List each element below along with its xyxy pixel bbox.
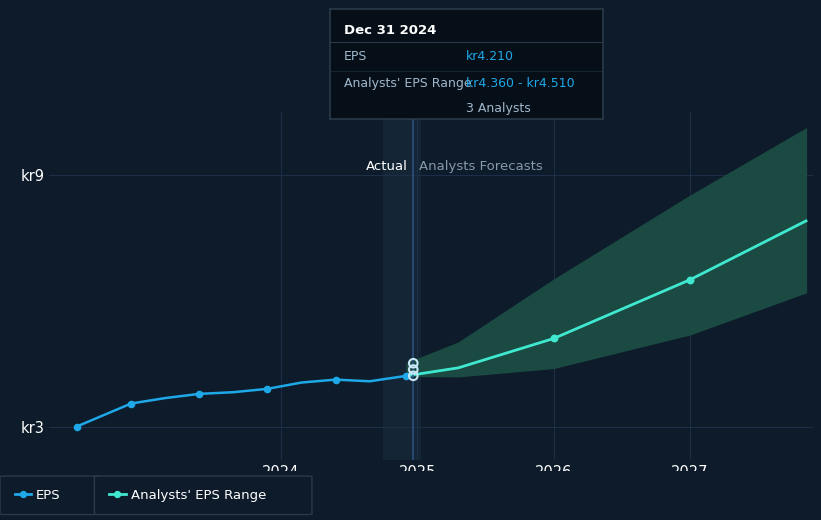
Point <box>111 490 124 499</box>
Point <box>406 359 420 368</box>
Text: Actual: Actual <box>366 160 408 173</box>
FancyBboxPatch shape <box>94 476 312 515</box>
Point <box>684 276 697 284</box>
Text: EPS: EPS <box>344 50 367 63</box>
Point <box>547 334 560 343</box>
Point <box>400 372 413 380</box>
Text: Analysts' EPS Range: Analysts' EPS Range <box>131 489 266 502</box>
FancyBboxPatch shape <box>0 476 103 515</box>
Text: EPS: EPS <box>36 489 61 502</box>
Text: Analysts' EPS Range: Analysts' EPS Range <box>344 77 471 90</box>
Point <box>329 375 342 384</box>
Text: kr4.210: kr4.210 <box>466 50 514 63</box>
Text: Dec 31 2024: Dec 31 2024 <box>344 23 436 36</box>
Text: 3 Analysts: 3 Analysts <box>466 102 531 115</box>
Point <box>406 366 420 374</box>
Point <box>193 389 206 398</box>
Text: kr4.360 - kr4.510: kr4.360 - kr4.510 <box>466 77 575 90</box>
Point <box>70 422 83 431</box>
Bar <box>383 112 420 460</box>
Point <box>16 490 30 499</box>
Point <box>261 385 274 393</box>
Point <box>406 372 420 380</box>
Point <box>125 399 138 408</box>
Text: Analysts Forecasts: Analysts Forecasts <box>419 160 543 173</box>
